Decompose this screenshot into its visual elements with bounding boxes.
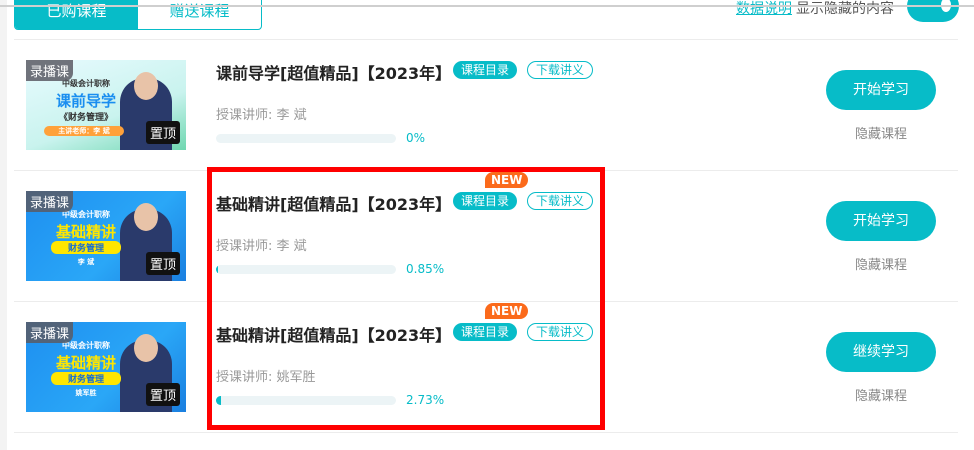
thumb-line: 《财务管理》 [58, 113, 113, 123]
divider [14, 301, 958, 302]
thumb-line: 姚军胜 [75, 389, 97, 397]
thumb-line: 课前导学 [55, 92, 116, 110]
new-badge: NEW [485, 303, 529, 319]
thumb-line: 中级会计职称 [62, 341, 110, 350]
course-thumbnail[interactable]: 中级会计职称 课前导学 《财务管理》 主讲老师：李 斌 录播课 置顶 [26, 60, 186, 150]
course-row: 中级会计职称 课前导学 《财务管理》 主讲老师：李 斌 录播课 置顶 课前导学[… [0, 40, 974, 171]
recorded-badge: 录播课 [26, 191, 74, 212]
download-notes-button[interactable]: 下载讲义 [527, 61, 593, 79]
recorded-badge: 录播课 [26, 322, 74, 343]
catalog-button[interactable]: 课程目录 [453, 61, 517, 79]
teacher-label: 授课讲师: 李 斌 [216, 239, 307, 254]
progress-bar [216, 396, 396, 405]
course-title[interactable]: 课前导学[超值精品]【2023年】 [216, 64, 452, 83]
thumb-line: 中级会计职称 [62, 210, 110, 219]
divider [14, 432, 958, 433]
progress-fill [216, 396, 221, 405]
course-row: 中级会计职称 基础精讲 财务管理 姚军胜 录播课 置顶 基础精讲[超值精品]【2… [0, 302, 974, 433]
download-notes-button[interactable]: 下载讲义 [527, 323, 593, 341]
divider [14, 39, 958, 40]
course-thumbnail[interactable]: 中级会计职称 基础精讲 财务管理 李 斌 录播课 置顶 [26, 191, 186, 281]
data-note-link[interactable]: 数据说明 [736, 1, 792, 17]
thumb-line: 基础精讲 [55, 354, 116, 372]
course-row: 中级会计职称 基础精讲 财务管理 李 斌 录播课 置顶 基础精讲[超值精品]【2… [0, 171, 974, 302]
pin-top-button[interactable]: 置顶 [145, 252, 180, 275]
thumb-line: 财务管理 [51, 241, 121, 254]
study-button[interactable]: 开始学习 [826, 70, 936, 110]
show-hidden-label: 显示隐藏的内容 [796, 1, 894, 17]
thumb-line: 基础精讲 [55, 223, 116, 241]
study-button[interactable]: 继续学习 [826, 332, 936, 372]
progress-bar [216, 265, 396, 274]
teacher-label: 授课讲师: 姚军胜 [216, 370, 316, 385]
teacher-label: 授课讲师: 李 斌 [216, 108, 307, 123]
course-title[interactable]: 基础精讲[超值精品]【2023年】 [216, 326, 452, 345]
new-badge: NEW [485, 172, 529, 188]
top-edge [0, 5, 974, 7]
progress-fill [216, 265, 218, 274]
progress-text: 0% [406, 131, 426, 145]
hide-course-button[interactable]: 隐藏课程 [854, 389, 907, 404]
teacher-head [134, 203, 158, 231]
progress-text: 2.73% [406, 393, 445, 407]
top-links: 数据说明 显示隐藏的内容 [736, 0, 894, 18]
thumb-line: 财务管理 [51, 372, 121, 385]
show-hidden-toggle[interactable] [907, 0, 959, 22]
thumb-line: 中级会计职称 [62, 79, 110, 88]
recorded-badge: 录播课 [26, 60, 74, 81]
hide-course-button[interactable]: 隐藏课程 [854, 127, 907, 142]
hide-course-button[interactable]: 隐藏课程 [854, 258, 907, 273]
pin-top-button[interactable]: 置顶 [145, 383, 180, 406]
pin-top-button[interactable]: 置顶 [145, 121, 180, 144]
progress-text: 0.85% [406, 262, 445, 276]
thumb-line: 李 斌 [77, 258, 95, 266]
catalog-button[interactable]: 课程目录 [453, 192, 517, 210]
teacher-head [134, 334, 158, 362]
left-strip [0, 0, 7, 450]
thumb-line: 主讲老师：李 斌 [44, 126, 124, 136]
progress-bar [216, 134, 396, 143]
course-thumbnail[interactable]: 中级会计职称 基础精讲 财务管理 姚军胜 录播课 置顶 [26, 322, 186, 412]
catalog-button[interactable]: 课程目录 [453, 323, 517, 341]
study-button[interactable]: 开始学习 [826, 201, 936, 241]
download-notes-button[interactable]: 下载讲义 [527, 192, 593, 210]
highlight-box [207, 167, 605, 430]
course-title[interactable]: 基础精讲[超值精品]【2023年】 [216, 195, 452, 214]
teacher-head [134, 72, 158, 100]
